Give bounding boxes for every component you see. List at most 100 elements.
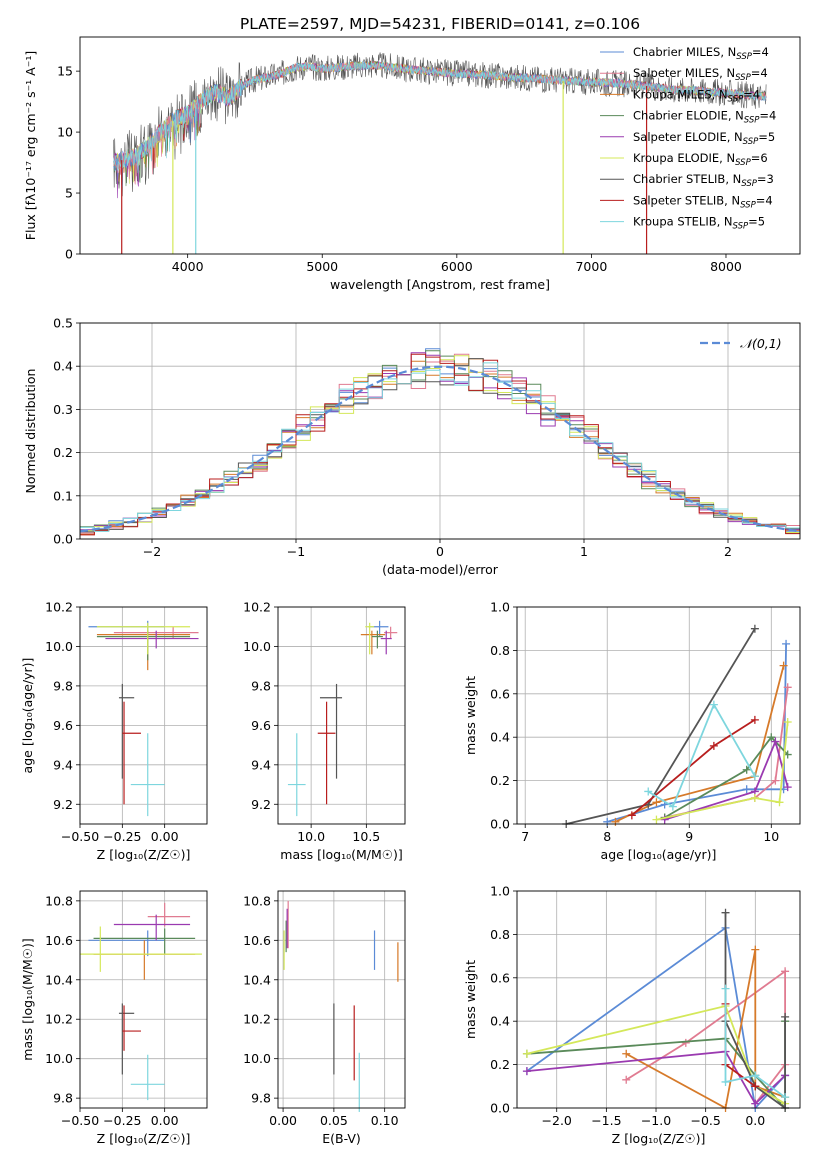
weight-marker (781, 1093, 790, 1102)
axes-frame (277, 606, 406, 825)
panel-age_vs_Z: −0.50 −0.25 0.00 9.2 9.4 9.6 9.8 10.0 10.2 Z [log… (20, 600, 208, 862)
weight-series (562, 624, 792, 828)
panel-age_vs_mass: 10.0 10.5 9.2 9.4 9.6 9.8 10.0 10.2 mass [log₁₀(… (243, 600, 406, 862)
spectrum-line (113, 60, 767, 173)
y-tick-label: 0.2 (490, 773, 510, 788)
x-tick-label: 9 (685, 829, 693, 844)
error-bars (88, 620, 199, 817)
spectrum-line (113, 61, 767, 187)
legend-label: Salpeter MILES, NSSP=4 (633, 66, 768, 83)
weight-marker (627, 811, 636, 820)
y-tick-label: 9.4 (53, 757, 73, 772)
plot-area (88, 620, 199, 817)
y-tick-label: 0.2 (490, 1057, 510, 1072)
weight-marker (522, 1049, 531, 1058)
axes-frame (79, 36, 801, 255)
legend-subscript: SSP (744, 116, 760, 126)
y-tick-label: 0.3 (53, 402, 73, 417)
weight-marker (771, 776, 780, 785)
y-tick-label: 0.8 (490, 643, 510, 658)
legend-subscript: SSP (735, 73, 751, 83)
legend-subscript: SSP (736, 52, 752, 62)
normal-curve (80, 365, 800, 533)
weight-marker (721, 908, 730, 917)
weight-marker (644, 787, 653, 796)
y-tick-label: 5 (65, 186, 73, 201)
legend-count: =6 (751, 151, 768, 165)
x-tick-label: 0.00 (269, 1113, 297, 1128)
histogram-step (80, 362, 800, 537)
plot-area (522, 908, 790, 1112)
error-bars (287, 620, 398, 817)
plot-area (283, 900, 399, 1112)
x-axis-label: wavelength [Angstrom, rest frame] (330, 277, 550, 292)
y-tick-label: 10.0 (243, 1051, 271, 1066)
ticks: 4000 5000 6000 7000 8000 0 5 10 15 (57, 64, 742, 274)
y-tick-label: 1.0 (490, 600, 510, 615)
weight-marker (779, 661, 788, 670)
weight-marker (652, 815, 661, 824)
panel-residuals: −2 −1 0 1 2 0.0 0.1 0.2 0.3 0.4 0.5 (data-model)/er… (23, 316, 801, 577)
y-tick-label: 0.1 (53, 488, 73, 503)
y-tick-label: 0.5 (53, 316, 73, 331)
grid (79, 606, 207, 824)
legend-count: =4 (759, 109, 776, 123)
spectrum-line (113, 61, 767, 185)
weight-marker (721, 984, 730, 993)
y-tick-label: 10.2 (243, 1012, 271, 1027)
weight-line (664, 687, 789, 819)
x-axis-label: Z [log₁₀(Z/Z☉)] (97, 1131, 191, 1146)
x-tick-label: −0.25 (103, 829, 141, 844)
axes-frame (79, 890, 208, 1109)
y-tick-label: 10.0 (45, 639, 73, 654)
y-tick-label: 0.8 (490, 927, 510, 942)
x-tick-label: 7000 (575, 259, 607, 274)
y-tick-label: 10.8 (45, 893, 73, 908)
y-tick-label: 10.2 (243, 600, 271, 615)
weight-marker (781, 1012, 790, 1021)
x-axis-label: Z [log₁₀(Z/Z☉)] (97, 847, 191, 862)
axes-frame (277, 890, 406, 1109)
x-tick-label: 0.0 (745, 1113, 765, 1128)
x-tick-label: 0.00 (151, 1113, 179, 1128)
legend-count: =3 (757, 172, 774, 186)
x-tick-label: 0.00 (151, 829, 179, 844)
weight-marker (721, 1077, 730, 1086)
x-tick-label: −0.5 (690, 1113, 720, 1128)
x-tick-label: −1.5 (591, 1113, 621, 1128)
y-axis-label: mass weight (463, 960, 478, 1039)
y-tick-label: 1.0 (490, 884, 510, 899)
weight-line (664, 738, 789, 821)
weight-marker (782, 639, 791, 648)
y-tick-label: 10.4 (45, 972, 73, 987)
y-axis-label: Flux [fλ10⁻¹⁷ erg cm⁻² s⁻¹ A⁻¹] (23, 51, 38, 240)
plot-area (562, 624, 792, 828)
y-tick-label: 10 (57, 125, 73, 140)
legend-count: =5 (748, 215, 765, 229)
x-tick-label: −1 (287, 544, 305, 559)
panel-weight_vs_Z: −2.0 −1.5 −1.0 −0.5 0.0 0.0 0.2 0.4 0.6 0.8 1.0 Z [… (463, 884, 801, 1146)
weight-marker (742, 785, 751, 794)
weight-marker (775, 798, 784, 807)
y-tick-label: 9.2 (251, 797, 271, 812)
y-tick-label: 10.2 (45, 600, 73, 615)
weight-marker (783, 718, 792, 727)
legend-subscript: SSP (728, 94, 744, 104)
y-tick-label: 9.8 (251, 678, 271, 693)
weight-marker (751, 945, 760, 954)
legend-label: Chabrier MILES, NSSP=4 (633, 45, 769, 62)
ticks: −2.0 −1.5 −1.0 −0.5 0.0 0.0 0.2 0.4 0.6 0.8 1.0 (490, 884, 765, 1129)
legend-count: =5 (758, 130, 775, 144)
ticks: 7 8 9 10 0.0 0.2 0.4 0.6 0.8 1.0 (490, 600, 779, 845)
legend-label: Salpeter ELODIE, NSSP=5 (633, 130, 775, 147)
weight-marker (751, 1099, 760, 1108)
x-tick-label: 0.05 (320, 1113, 348, 1128)
x-tick-label: 10.5 (352, 829, 380, 844)
y-tick-label: 0 (65, 247, 73, 262)
y-tick-label: 9.8 (53, 678, 73, 693)
weight-marker (611, 817, 620, 826)
legend-label: Kroupa ELODIE, NSSP=6 (633, 151, 768, 168)
x-axis-label: Z [log₁₀(Z/Z☉)] (612, 1131, 706, 1146)
weight-line (526, 1050, 786, 1106)
